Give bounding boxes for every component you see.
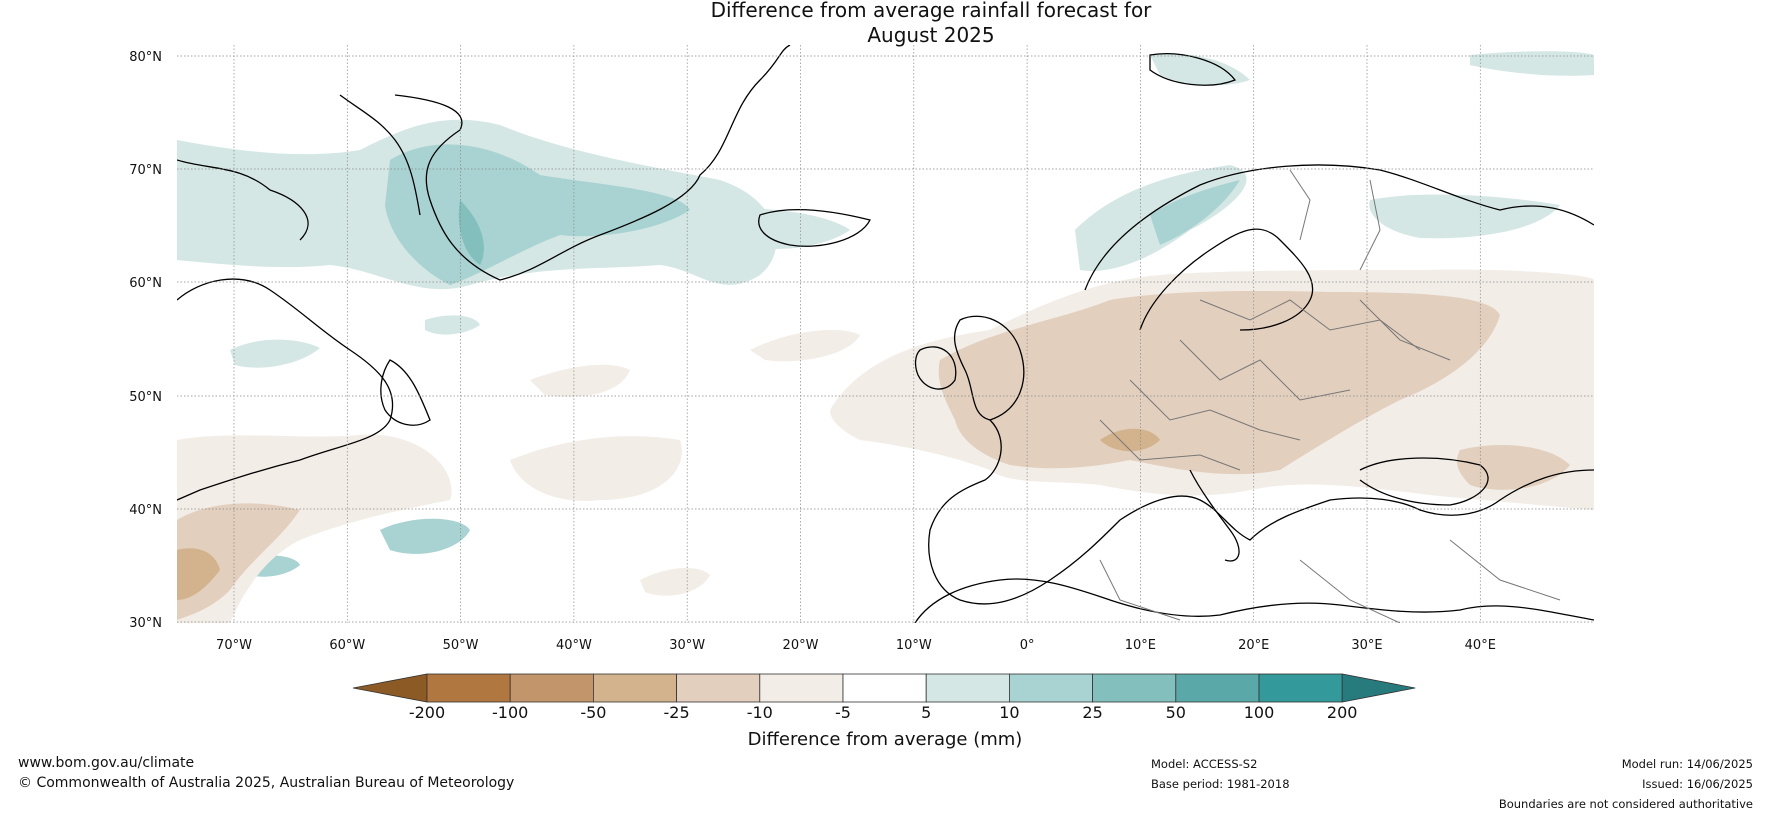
greenland-west-coast	[339, 94, 421, 216]
svalbard-coast	[1149, 53, 1237, 86]
lon-label: 30°W	[669, 638, 705, 653]
africa-coast	[914, 578, 1594, 623]
website-text: www.bom.gov.au/climate	[18, 755, 195, 771]
colorbar-segment	[842, 673, 927, 703]
colorbar-segment	[1009, 673, 1094, 703]
wet-region-atlantic-3	[380, 518, 470, 554]
lon-label: 60°W	[329, 638, 365, 653]
colorbar-tick-label: -25	[664, 703, 690, 722]
dry-region-europe-mid	[938, 290, 1500, 475]
country-borders	[1099, 169, 1561, 623]
dry-region-atlantic-west	[177, 434, 452, 623]
dry-region-atlantic-west-core	[177, 548, 220, 600]
dry-region-atlantic-mid-3	[640, 568, 710, 596]
colorbar-segment	[759, 673, 844, 703]
colorbar-segment	[676, 673, 761, 703]
lon-label: 40°W	[556, 638, 592, 653]
colorbar-extend-low	[352, 673, 428, 703]
copyright-text: © Commonwealth of Australia 2025, Austra…	[18, 775, 515, 791]
wet-region-barents	[1369, 194, 1560, 239]
lon-label: 10°W	[896, 638, 932, 653]
wet-region-greenland-core	[458, 200, 484, 265]
wet-region-atlantic-2	[425, 315, 480, 335]
uk-coast	[953, 315, 1025, 421]
colorbar: -200 -100 -50 -25 -10 -5 5 10 25 50 100 200 Differen…	[352, 673, 1416, 750]
model-run-text: Model run: 14/06/2025	[1621, 757, 1753, 771]
newfoundland-coast	[380, 359, 431, 426]
disclaimer-text: Boundaries are not considered authoritat…	[1498, 797, 1753, 811]
lat-label: 60°N	[129, 276, 162, 291]
colorbar-segment	[925, 673, 1010, 703]
colorbar-extend-high	[1341, 673, 1416, 703]
colorbar-tick-label: 10	[999, 703, 1019, 722]
lon-label: 10°E	[1125, 638, 1156, 653]
model-text: Model: ACCESS-S2	[1151, 757, 1258, 771]
lat-label: 30°N	[129, 616, 162, 631]
baffin-coast	[177, 159, 309, 241]
colorbar-segment	[1175, 673, 1260, 703]
colorbar-tick-label: 5	[921, 703, 931, 722]
map-title: Difference from average rainfall forecas…	[0, 0, 1770, 48]
colorbar-tick-label: 100	[1244, 703, 1275, 722]
labrador-coast	[177, 278, 394, 501]
iceland-coast	[758, 208, 871, 247]
wet-region-atlantic-1	[230, 339, 320, 368]
dry-region-atlantic-west-inner	[177, 503, 300, 620]
title-line-1: Difference from average rainfall forecas…	[710, 0, 1152, 22]
colorbar-segment	[1258, 673, 1343, 703]
lat-label: 80°N	[129, 50, 162, 65]
colorbar-segment	[509, 673, 594, 703]
colorbar-segment	[1092, 673, 1177, 703]
graticule	[177, 45, 1594, 623]
title-line-2: August 2025	[867, 23, 995, 47]
colorbar-tick-label: 50	[1166, 703, 1186, 722]
lon-label: 50°W	[443, 638, 479, 653]
ireland-coast	[914, 346, 957, 390]
colorbar-title: Difference from average (mm)	[748, 729, 1023, 750]
lon-label: 20°W	[783, 638, 819, 653]
sweden-finland-coast	[1139, 228, 1314, 331]
dry-region-atlantic-mid-1	[510, 436, 682, 501]
lon-label: 0°	[1020, 638, 1035, 653]
dry-region-atlantic-mid-2	[530, 364, 630, 397]
colorbar-segment	[593, 673, 678, 703]
dry-region-atlantic-mid-4	[750, 330, 860, 362]
lon-label: 40°E	[1465, 638, 1496, 653]
wet-region-arctic-1	[1150, 53, 1250, 86]
italy-coast	[1189, 469, 1240, 562]
colorbar-tick-label: -100	[492, 703, 528, 722]
colorbar-tick-label: -200	[409, 703, 445, 722]
colorbar-segment	[426, 673, 511, 703]
wet-region-arctic-2	[1470, 51, 1594, 76]
lat-label: 50°N	[129, 390, 162, 405]
wet-region-baffin	[177, 165, 320, 227]
europe-coast	[928, 419, 1594, 605]
lon-label: 20°E	[1238, 638, 1269, 653]
black-sea-coast	[1359, 457, 1489, 506]
colorbar-tick-label: -10	[747, 703, 773, 722]
wet-region-iceland	[715, 208, 850, 250]
lat-label: 40°N	[129, 503, 162, 518]
greenland-coast	[394, 45, 791, 281]
colorbar-tick-label: 200	[1327, 703, 1358, 722]
wet-region-greenland-inner	[385, 144, 690, 285]
lat-label: 70°N	[129, 163, 162, 178]
colorbar-tick-label: -50	[580, 703, 606, 722]
colorbar-tick-label: -5	[835, 703, 851, 722]
base-period-text: Base period: 1981-2018	[1151, 777, 1290, 791]
wet-region-norway-inner	[1150, 180, 1240, 245]
longitude-labels: 70°W 60°W 50°W 40°W 30°W 20°W 10°W 0° 10°E 20°E 30…	[216, 638, 1496, 653]
lon-label: 30°E	[1351, 638, 1382, 653]
lon-label: 70°W	[216, 638, 252, 653]
anomaly-shading	[177, 51, 1594, 623]
latitude-labels: 80°N 70°N 60°N 50°N 40°N 30°N	[129, 50, 162, 631]
issued-text: Issued: 16/06/2025	[1642, 777, 1753, 791]
colorbar-tick-label: 25	[1082, 703, 1102, 722]
